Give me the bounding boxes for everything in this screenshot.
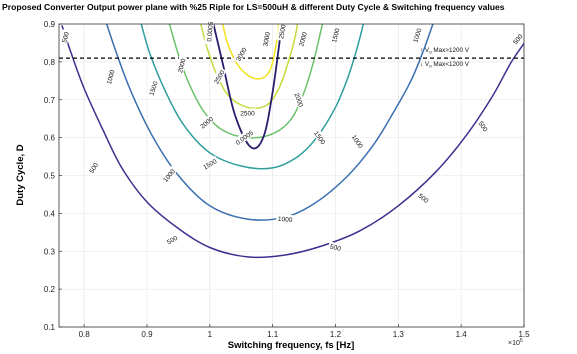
svg-text:500: 500 [88, 162, 100, 175]
svg-text:3000: 3000 [262, 31, 271, 47]
x-tick-label-1: 0.9 [141, 330, 153, 339]
contour-label-2500-2: 2500 [276, 22, 288, 41]
contour-label-1500-3: 1500 [328, 25, 342, 45]
y-tick-label-2: 0.3 [44, 247, 56, 256]
contour-label-1000-2: 1000 [276, 213, 295, 224]
svg-text:2000: 2000 [298, 31, 309, 47]
contour-label-0_0005-0: 0.0005 [204, 18, 215, 45]
y-tick-label-7: 0.8 [44, 58, 56, 67]
contour-line-3000 [222, 24, 280, 80]
contour-label-500-0: 500 [59, 29, 71, 46]
svg-text:1000: 1000 [412, 27, 423, 43]
x-tick-label-5: 1.3 [393, 330, 405, 339]
y-tick-label-0: 0.1 [44, 323, 56, 332]
svg-text:1500: 1500 [148, 80, 159, 96]
y-tick-label-5: 0.6 [44, 134, 56, 143]
svg-text:2000: 2000 [177, 58, 188, 74]
contour-line-2500 [200, 24, 299, 109]
x-multiplier: ×105 [508, 338, 523, 347]
y-tick-label-4: 0.5 [44, 172, 56, 181]
svg-text:2000: 2000 [292, 92, 304, 108]
x-tick-label-2: 1 [208, 330, 213, 339]
contour-label-1000-4: 1000 [410, 25, 424, 45]
svg-text:0.0005: 0.0005 [206, 21, 215, 42]
svg-text:1500: 1500 [331, 27, 342, 43]
svg-text:1000: 1000 [278, 216, 293, 224]
contour-label-1500-0: 1500 [146, 78, 160, 98]
contour-label-2500-1: 2500 [238, 108, 257, 117]
x-tick-label-0: 0.8 [79, 330, 91, 339]
contour-label-500-1: 500 [86, 159, 100, 176]
contour-label-2000-0: 2000 [174, 55, 188, 76]
contour-label-500-2: 500 [163, 232, 180, 247]
svg-text:2500: 2500 [278, 24, 287, 40]
y-tick-label-6: 0.7 [44, 96, 56, 105]
contour-label-1000-0: 1000 [103, 67, 117, 87]
x-axis-label: Switching frequency, fs [Hz] [228, 340, 355, 351]
x-tick-label-4: 1.2 [330, 330, 342, 339]
annotation-below: ↓ Vo Max<1200 V [420, 61, 470, 69]
svg-text:2500: 2500 [240, 110, 255, 117]
y-tick-label-8: 0.9 [44, 20, 56, 29]
contour-label-2000-2: 2000 [292, 89, 307, 110]
contour-line-0_0005 [212, 24, 283, 150]
contour-label-500-3: 500 [327, 241, 344, 254]
x-tick-label-6: 1.4 [456, 330, 468, 339]
contour-labels: 5005005005005005005001000100010001000100… [59, 18, 525, 254]
threshold-annotation: ↑ Vo Max>1200 V ↓ Vo Max<1200 V [420, 47, 470, 69]
x-tick-label-7: 1.5 [518, 330, 530, 339]
svg-text:500: 500 [61, 31, 71, 44]
contour-line-1500 [140, 24, 365, 170]
contour-label-2000-3: 2000 [296, 29, 309, 49]
svg-text:1000: 1000 [106, 69, 117, 85]
contour-line-500 [61, 25, 524, 259]
contour-label-3000-1: 3000 [260, 29, 272, 49]
y-tick-label-1: 0.2 [44, 285, 56, 294]
y-tick-label-3: 0.4 [44, 209, 56, 218]
annotation-above: ↑ Vo Max>1200 V [420, 47, 470, 55]
axis-ticks: 0.8 0.9 1 1.1 1.2 1.3 1.4 1.5 0.1 0.2 0.3 0.4 0.5 0.6… [44, 20, 530, 339]
svg-text:500: 500 [166, 235, 179, 247]
svg-text:500: 500 [329, 244, 342, 254]
y-axis-label: Duty Cycle, D [15, 144, 26, 205]
contour-line-2000 [168, 24, 324, 139]
x-tick-label-3: 1.1 [267, 330, 279, 339]
chart-title: Proposed Converter Output power plane wi… [2, 2, 505, 12]
